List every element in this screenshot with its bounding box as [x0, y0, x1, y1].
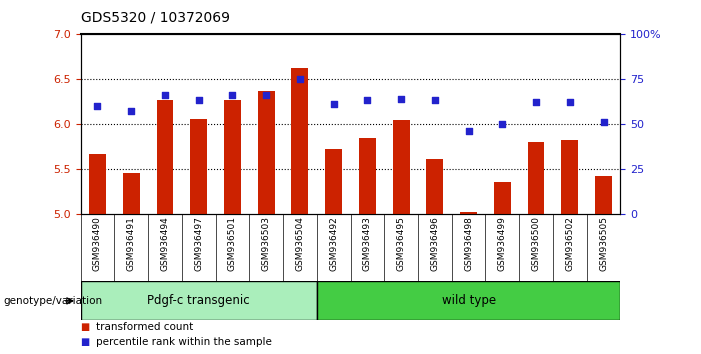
Point [395, 96, 407, 102]
Bar [359, 138, 376, 214]
Text: transformed count: transformed count [96, 322, 193, 332]
Text: GSM936496: GSM936496 [430, 216, 440, 271]
Text: ■: ■ [81, 337, 90, 347]
Text: GSM936492: GSM936492 [329, 216, 338, 271]
Point [362, 98, 373, 103]
Text: GSM936493: GSM936493 [363, 216, 372, 271]
Text: Pdgf-c transgenic: Pdgf-c transgenic [147, 295, 250, 307]
Bar [258, 91, 275, 214]
Text: GSM936495: GSM936495 [397, 216, 406, 271]
Text: GSM936503: GSM936503 [261, 216, 271, 271]
Point [463, 128, 474, 134]
Bar [190, 119, 207, 214]
Text: GDS5320 / 10372069: GDS5320 / 10372069 [81, 11, 230, 25]
Point [125, 108, 137, 114]
Bar [562, 140, 578, 214]
Text: GSM936490: GSM936490 [93, 216, 102, 271]
Text: GSM936494: GSM936494 [161, 216, 170, 271]
Point [227, 92, 238, 98]
Bar [528, 142, 545, 214]
Text: genotype/variation: genotype/variation [4, 296, 102, 306]
Point [429, 98, 440, 103]
Point [294, 76, 306, 81]
Point [531, 99, 542, 105]
Text: percentile rank within the sample: percentile rank within the sample [96, 337, 272, 347]
Bar [494, 182, 511, 214]
Text: GSM936502: GSM936502 [565, 216, 574, 271]
Point [92, 103, 103, 109]
Bar [156, 99, 173, 214]
Bar [81, 281, 317, 320]
Bar [317, 281, 620, 320]
Point [159, 92, 170, 98]
Point [564, 99, 576, 105]
Text: GSM936499: GSM936499 [498, 216, 507, 271]
Point [328, 101, 339, 107]
Point [261, 92, 272, 98]
Bar [224, 99, 241, 214]
Text: GSM936501: GSM936501 [228, 216, 237, 271]
Bar [426, 159, 443, 214]
Text: wild type: wild type [442, 295, 496, 307]
Text: ■: ■ [81, 322, 90, 332]
Text: GSM936491: GSM936491 [127, 216, 136, 271]
Bar [595, 176, 612, 214]
Text: GSM936500: GSM936500 [531, 216, 540, 271]
Bar [325, 149, 342, 214]
Point [598, 119, 609, 125]
Text: GSM936504: GSM936504 [295, 216, 304, 271]
Bar [292, 68, 308, 214]
Text: GSM936505: GSM936505 [599, 216, 608, 271]
Text: GSM936498: GSM936498 [464, 216, 473, 271]
Point [193, 98, 204, 103]
Text: GSM936497: GSM936497 [194, 216, 203, 271]
Bar [89, 154, 106, 214]
Bar [123, 173, 139, 214]
Point [497, 121, 508, 127]
Bar [460, 212, 477, 214]
Bar [393, 120, 409, 214]
